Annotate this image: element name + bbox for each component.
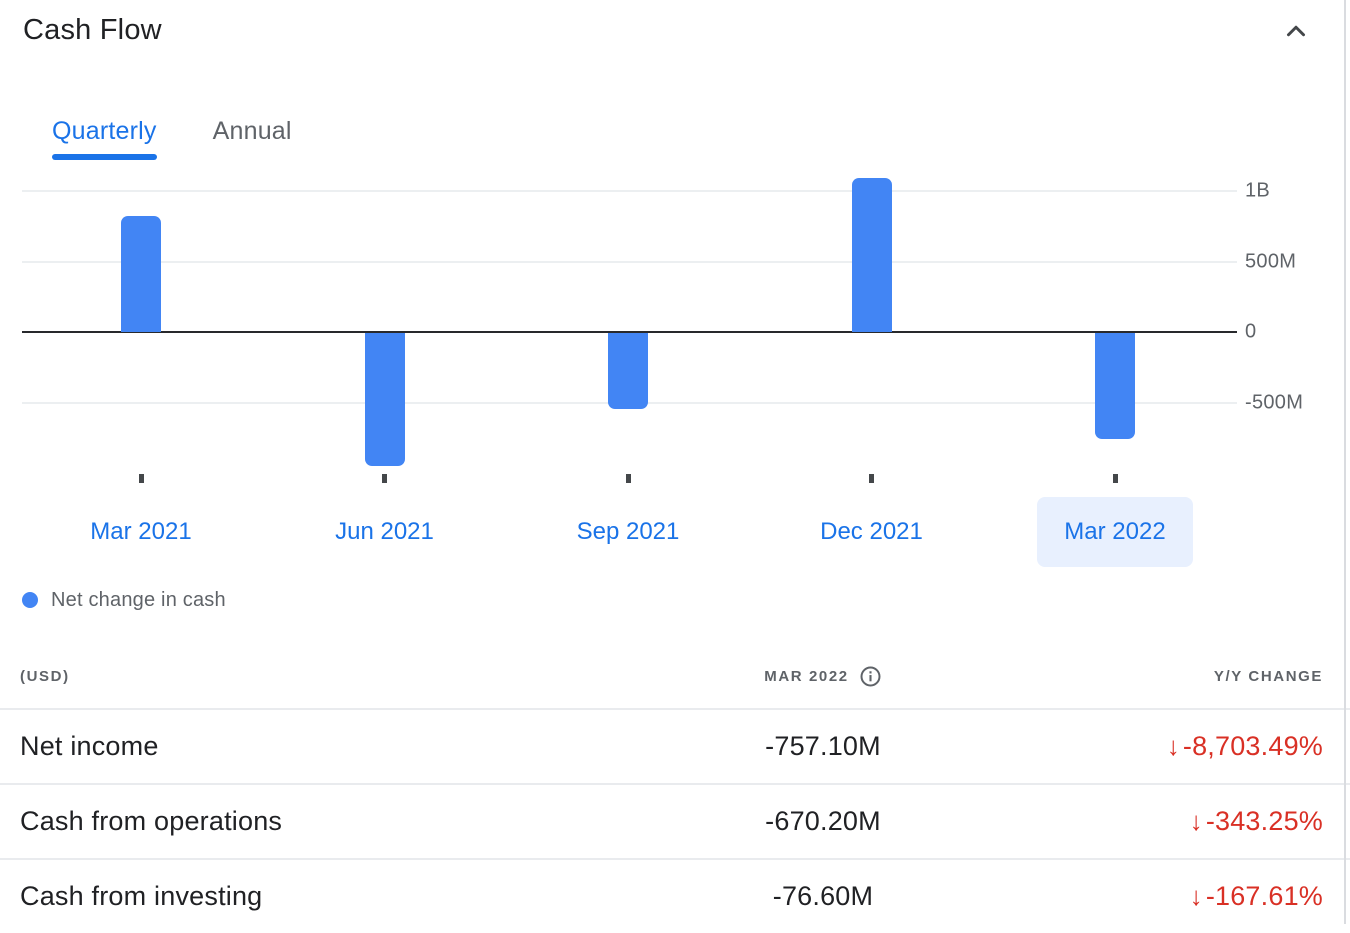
panel-header: Cash Flow — [0, 0, 1350, 90]
legend-dot-icon — [22, 592, 38, 608]
panel-right-border — [1344, 0, 1346, 924]
period-tabs: Quarterly Annual — [0, 90, 1350, 160]
row-value: -757.10M — [765, 731, 881, 761]
down-arrow-icon: ↓ — [1189, 806, 1203, 836]
tab-annual-label: Annual — [212, 116, 292, 145]
x-axis-tick-mar-2021 — [138, 474, 144, 483]
x-label-sep-2021[interactable]: Sep 2021 — [576, 518, 680, 545]
column-header-yy-change: Y/Y CHANGE — [1213, 668, 1323, 685]
column-header-usd: (USD) — [20, 668, 70, 685]
gridline — [22, 190, 1237, 192]
down-arrow-icon: ↓ — [1189, 881, 1203, 911]
x-axis-tick-sep-2021 — [625, 474, 631, 483]
tab-quarterly[interactable]: Quarterly — [24, 102, 185, 160]
chevron-up-icon — [1281, 16, 1311, 49]
row-change: ↓ -343.25% — [993, 806, 1323, 837]
y-axis-label-500m: 500M — [1245, 250, 1297, 272]
x-axis-tick-dec-2021 — [869, 474, 874, 483]
row-value: -76.60M — [772, 881, 874, 911]
row-change-value: -343.25% — [1205, 806, 1323, 836]
chart-legend: Net change in cash — [0, 580, 1350, 620]
bar-mar-2021[interactable] — [121, 216, 161, 332]
x-label-mar-2022[interactable]: Mar 2022 — [1037, 497, 1193, 567]
column-header-period-label: MAR 2022 — [764, 668, 849, 685]
row-change: ↓ -8,703.49% — [993, 731, 1323, 762]
x-axis-tick-mar-2022 — [1112, 474, 1118, 483]
net-change-in-cash-chart: 1B 500M 0 -500M Mar 2021 Jun 2021 Sep 2021 Dec … — [0, 160, 1350, 580]
row-label: Cash from investing — [20, 881, 263, 911]
row-label: Cash from operations — [20, 806, 283, 836]
y-axis-label-0: 0 — [1245, 320, 1257, 343]
x-axis-tick-jun-2021 — [382, 474, 387, 483]
row-change-value: -8,703.49% — [1182, 731, 1323, 761]
zero-axis-line — [22, 331, 1237, 333]
row-value: -670.20M — [765, 806, 881, 836]
x-label-dec-2021[interactable]: Dec 2021 — [820, 518, 923, 545]
page-title: Cash Flow — [23, 14, 162, 46]
table-row-net-income[interactable]: Net income -757.10M ↓ -8,703.49% — [0, 708, 1350, 783]
y-axis-label--500m: -500M — [1245, 391, 1304, 413]
bar-mar-2022[interactable] — [1095, 333, 1135, 439]
down-arrow-icon: ↓ — [1166, 731, 1180, 761]
column-header-period: MAR 2022 — [653, 665, 993, 688]
bar-sep-2021[interactable] — [608, 333, 648, 410]
y-axis-label-1b: 1B — [1245, 179, 1271, 202]
table-row-cash-from-operations[interactable]: Cash from operations -670.20M ↓ -343.25% — [0, 783, 1350, 858]
table-row-cash-from-investing[interactable]: Cash from investing -76.60M ↓ -167.61% — [0, 858, 1350, 933]
row-change: ↓ -167.61% — [993, 881, 1323, 912]
x-label-mar-2021[interactable]: Mar 2021 — [90, 518, 192, 545]
collapse-button[interactable] — [1276, 12, 1316, 52]
x-label-jun-2021[interactable]: Jun 2021 — [335, 518, 434, 545]
row-change-value: -167.61% — [1205, 881, 1323, 911]
bar-dec-2021[interactable] — [851, 178, 892, 332]
cash-flow-table: (USD) MAR 2022 Y/Y CHANGE Net income -75… — [0, 645, 1350, 933]
gridline — [22, 260, 1237, 263]
table-header-row: (USD) MAR 2022 Y/Y CHANGE — [0, 645, 1350, 708]
tab-quarterly-label: Quarterly — [52, 116, 157, 145]
bar-jun-2021[interactable] — [364, 333, 405, 466]
info-icon[interactable] — [859, 665, 882, 688]
legend-label: Net change in cash — [51, 588, 226, 611]
tab-annual[interactable]: Annual — [185, 102, 320, 160]
row-label: Net income — [20, 731, 159, 761]
